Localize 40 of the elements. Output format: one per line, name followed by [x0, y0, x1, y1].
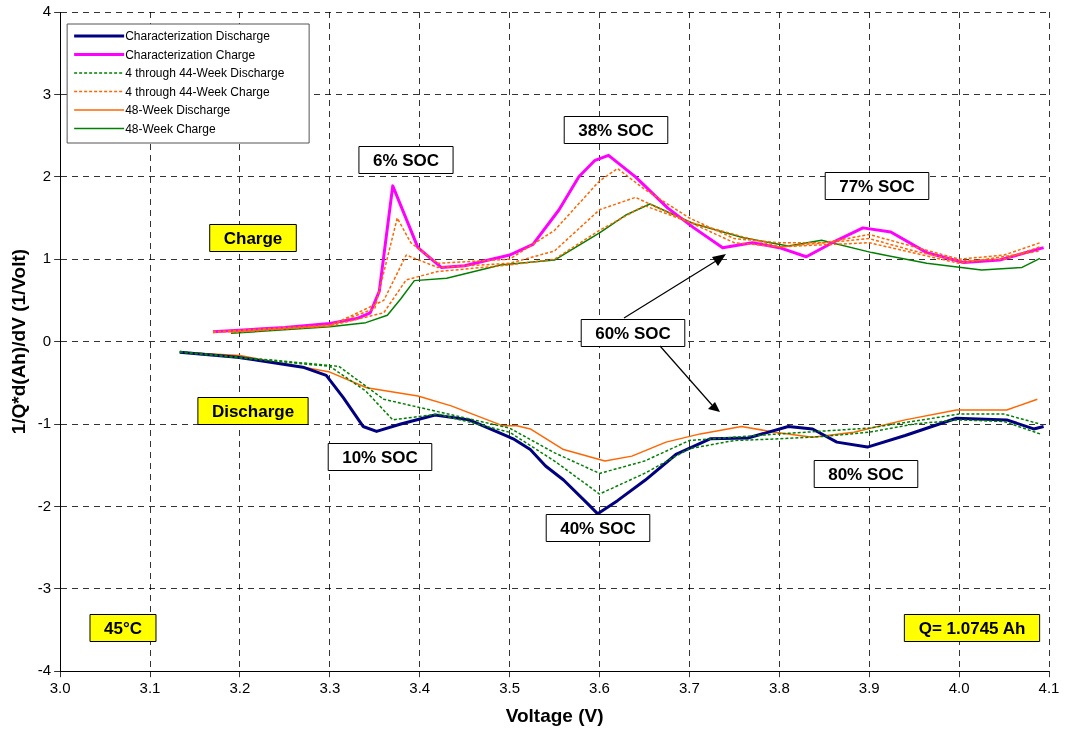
y-tick-label: -2 [37, 496, 52, 514]
annotation: Q= 1.0745 Ah [918, 618, 1026, 638]
x-tick-label: 4.1 [1038, 679, 1060, 697]
y-tick-label: 3 [42, 84, 52, 102]
x-tick-label: 3.5 [499, 679, 521, 697]
y-tick-label: 4 [42, 2, 52, 20]
annotation: Discharge [211, 401, 295, 421]
y-tick-label: -1 [37, 414, 52, 432]
x-tick-label: 3.3 [319, 679, 341, 697]
annotation: Charge [223, 228, 283, 248]
annotation: 80% SOC [828, 464, 904, 484]
annotation: 10% SOC [342, 447, 418, 467]
y-tick-label: 0 [42, 331, 52, 349]
x-tick-label: 3.1 [139, 679, 161, 697]
x-tick-label: 3.8 [768, 679, 790, 697]
annotation: 60% SOC [595, 323, 671, 343]
x-tick-label: 3.4 [409, 679, 431, 697]
legend-label: Characterization Charge [125, 47, 256, 62]
y-tick-label: -3 [37, 578, 52, 596]
legend-label: 4 through 44-Week Discharge [125, 66, 285, 81]
annotation: 40% SOC [560, 518, 636, 538]
x-tick-label: 3.7 [678, 679, 700, 697]
x-tick-label: 3.9 [858, 679, 880, 697]
x-tick-label: 3.2 [229, 679, 251, 697]
legend-label: Characterization Discharge [125, 29, 271, 44]
legend-label: 4 through 44-Week Charge [125, 84, 270, 99]
y-tick-label: -4 [37, 661, 52, 679]
y-axis-title: 1/Q*d(Ah)/dV (1/Volt) [7, 248, 29, 435]
x-axis-title: Voltage (V) [505, 704, 604, 726]
annotation: 38% SOC [578, 120, 654, 140]
legend-label: 48-Week Discharge [125, 103, 231, 118]
annotation: 6% SOC [372, 150, 440, 170]
annotation: 45°C [104, 618, 142, 638]
legend-label: 48-Week Charge [125, 121, 216, 136]
y-tick-label: 2 [42, 166, 52, 184]
x-tick-label: 4.0 [948, 679, 970, 697]
x-tick-label: 3.0 [49, 679, 71, 697]
y-tick-label: 1 [42, 249, 52, 267]
x-tick-label: 3.6 [589, 679, 610, 697]
annotation: 77% SOC [839, 176, 915, 196]
